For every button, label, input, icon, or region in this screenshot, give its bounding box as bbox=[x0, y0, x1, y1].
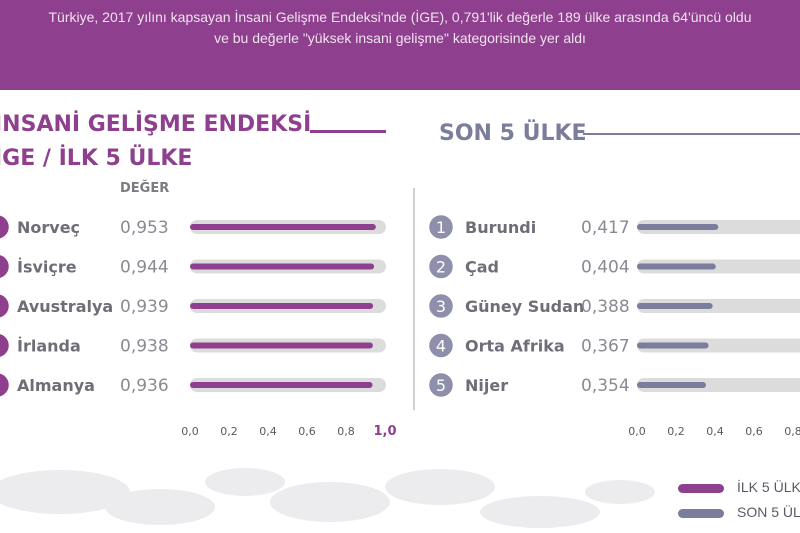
bar-track bbox=[637, 259, 800, 274]
value-label: 0,944 bbox=[120, 258, 169, 278]
rank-number: 2 bbox=[436, 258, 446, 277]
value-label: 0,417 bbox=[581, 218, 630, 238]
bar-1 bbox=[637, 224, 719, 230]
legend-label-top5: İLK 5 ÜLKE bbox=[737, 479, 800, 495]
rank-circle bbox=[0, 215, 9, 239]
banner-line-2: ve bu değerle "yüksek insani gelişme" ka… bbox=[214, 30, 586, 46]
x-tick-label: 0,6 bbox=[298, 425, 316, 438]
value-label: 0,404 bbox=[581, 258, 630, 278]
country-label: Orta Afrika bbox=[465, 337, 565, 356]
top5-bar-chart: Norveç 0,953 İsviçre 0,944 Avustralya 0,939 İr… bbox=[0, 215, 397, 439]
country-label: İsviçre bbox=[17, 258, 77, 277]
rank-number: 5 bbox=[436, 376, 446, 395]
left-title-line-2: İGE / İLK 5 ÜLKE bbox=[0, 146, 193, 171]
left-title-line-1: İNSANİ GELİŞME ENDEKSİ bbox=[0, 112, 312, 137]
x-tick-label: 0,4 bbox=[706, 425, 724, 438]
bar-3 bbox=[190, 303, 374, 309]
value-label: 0,939 bbox=[120, 297, 169, 317]
bar-5 bbox=[637, 382, 707, 388]
banner-line-1: Türkiye, 2017 yılını kapsayan İnsani Gel… bbox=[48, 9, 752, 25]
rank-circle bbox=[429, 254, 453, 279]
value-label: 0,953 bbox=[120, 218, 169, 238]
x-tick-label: 0,0 bbox=[628, 425, 646, 438]
rank-number: 3 bbox=[436, 297, 446, 316]
rank-circle bbox=[429, 215, 453, 239]
x-tick-label: 0,6 bbox=[745, 425, 763, 438]
value-column-header: DEĞER bbox=[120, 181, 170, 196]
country-label: Avustralya bbox=[17, 297, 113, 316]
bar-track bbox=[637, 299, 800, 313]
panel-divider bbox=[413, 188, 415, 410]
country-label: Almanya bbox=[17, 376, 95, 395]
header-banner: Türkiye, 2017 yılını kapsayan İnsani Gel… bbox=[0, 0, 800, 90]
country-label: Çad bbox=[465, 258, 499, 277]
country-label: Burundi bbox=[465, 218, 536, 237]
bar-3 bbox=[637, 303, 713, 309]
x-tick-label: 0,0 bbox=[181, 425, 199, 438]
value-label: 0,936 bbox=[120, 376, 169, 396]
x-tick-label: 1,0 bbox=[373, 424, 396, 439]
x-tick-label: 0,8 bbox=[784, 425, 800, 438]
world-map-background bbox=[0, 468, 655, 528]
country-label: Güney Sudan bbox=[465, 297, 584, 316]
rank-circle bbox=[0, 373, 9, 397]
x-tick-label: 0,2 bbox=[220, 425, 238, 438]
left-title-rule bbox=[310, 130, 386, 133]
bar-4 bbox=[637, 342, 709, 349]
bar-track bbox=[637, 220, 800, 234]
bar-track bbox=[637, 378, 800, 392]
x-tick-label: 0,2 bbox=[667, 425, 685, 438]
country-label: Norveç bbox=[17, 218, 80, 237]
country-label: İrlanda bbox=[17, 337, 81, 356]
rank-circle bbox=[429, 333, 453, 358]
legend-swatch-bottom5 bbox=[678, 509, 724, 518]
value-label: 0,938 bbox=[120, 337, 169, 357]
bar-1 bbox=[190, 224, 376, 230]
bar-5 bbox=[190, 382, 373, 388]
bar-4 bbox=[190, 342, 373, 349]
value-label: 0,388 bbox=[581, 297, 630, 317]
x-tick-label: 0,8 bbox=[337, 425, 355, 438]
banner-text: Türkiye, 2017 yılını kapsayan İnsani Gel… bbox=[0, 7, 800, 49]
bar-2 bbox=[190, 263, 375, 270]
legend-swatch-top5 bbox=[678, 484, 724, 493]
rank-circle bbox=[0, 294, 9, 318]
value-label: 0,367 bbox=[581, 337, 630, 357]
rank-circle bbox=[0, 255, 9, 278]
rank-circle bbox=[0, 334, 9, 357]
rank-circle bbox=[429, 294, 453, 318]
legend-label-bottom5: SON 5 ÜLKE bbox=[737, 504, 800, 520]
value-label: 0,354 bbox=[581, 376, 630, 396]
rank-number: 4 bbox=[436, 337, 446, 356]
rank-circle bbox=[429, 373, 453, 397]
rank-number: 1 bbox=[436, 218, 446, 237]
right-title: SON 5 ÜLKE bbox=[439, 121, 587, 146]
country-label: Nijer bbox=[465, 376, 508, 395]
bar-track bbox=[637, 338, 800, 353]
x-tick-label: 0,4 bbox=[259, 425, 277, 438]
right-title-rule bbox=[583, 133, 800, 135]
bar-2 bbox=[637, 263, 716, 270]
